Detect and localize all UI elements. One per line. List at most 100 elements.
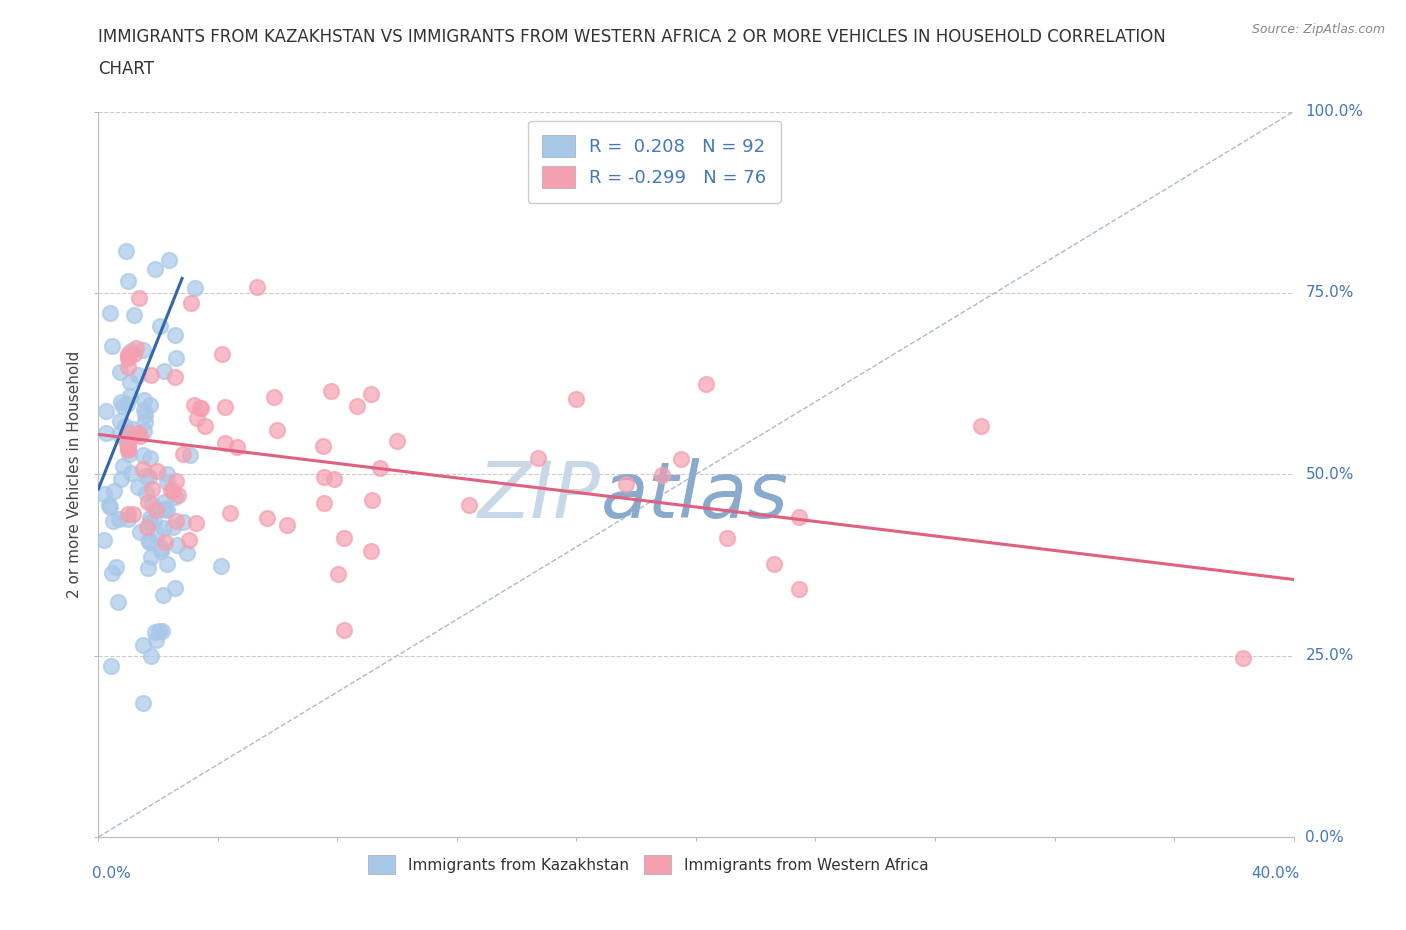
Text: 75.0%: 75.0% bbox=[1306, 286, 1354, 300]
Point bbox=[117, 435, 139, 450]
Point bbox=[134, 423, 156, 438]
Point bbox=[180, 296, 202, 311]
Point bbox=[190, 401, 212, 416]
Point bbox=[101, 339, 124, 353]
Point bbox=[153, 495, 176, 510]
Point bbox=[176, 545, 198, 560]
Point bbox=[149, 543, 172, 558]
Text: 40.0%: 40.0% bbox=[1251, 866, 1299, 881]
Point bbox=[112, 399, 135, 414]
Point bbox=[184, 515, 207, 530]
Point bbox=[138, 535, 160, 550]
Point bbox=[127, 426, 149, 441]
Point bbox=[155, 535, 177, 550]
Point bbox=[131, 343, 153, 358]
Point bbox=[157, 253, 180, 268]
Point bbox=[100, 659, 122, 674]
Point bbox=[135, 468, 157, 483]
Point bbox=[214, 435, 236, 450]
Point bbox=[128, 291, 150, 306]
Point bbox=[787, 510, 810, 525]
Point bbox=[117, 351, 139, 365]
Point bbox=[333, 622, 356, 637]
Point bbox=[787, 581, 810, 596]
Text: Source: ZipAtlas.com: Source: ZipAtlas.com bbox=[1251, 23, 1385, 36]
Point bbox=[385, 433, 408, 448]
Point bbox=[614, 477, 637, 492]
Point bbox=[135, 486, 157, 501]
Point bbox=[139, 450, 162, 465]
Point bbox=[458, 498, 481, 512]
Point bbox=[96, 426, 118, 441]
Point bbox=[138, 470, 160, 485]
Point bbox=[107, 595, 129, 610]
Point bbox=[108, 512, 131, 526]
Point bbox=[117, 396, 139, 411]
Point bbox=[103, 483, 125, 498]
Point bbox=[134, 407, 156, 422]
Point bbox=[96, 404, 118, 418]
Point bbox=[98, 499, 121, 514]
Text: ZIP: ZIP bbox=[478, 458, 600, 534]
Point bbox=[139, 515, 162, 530]
Point bbox=[165, 580, 187, 595]
Point bbox=[118, 446, 141, 461]
Point bbox=[132, 403, 155, 418]
Point bbox=[162, 483, 184, 498]
Point bbox=[152, 587, 174, 602]
Point bbox=[143, 625, 166, 640]
Text: atlas: atlas bbox=[600, 458, 789, 534]
Point bbox=[970, 418, 993, 433]
Point bbox=[179, 532, 201, 547]
Point bbox=[143, 261, 166, 276]
Point bbox=[115, 433, 138, 448]
Point bbox=[141, 482, 163, 497]
Point bbox=[156, 503, 179, 518]
Point bbox=[131, 462, 153, 477]
Point bbox=[360, 543, 382, 558]
Point bbox=[117, 507, 139, 522]
Point bbox=[156, 474, 179, 489]
Point bbox=[150, 541, 173, 556]
Point bbox=[246, 279, 269, 294]
Point bbox=[145, 502, 167, 517]
Point bbox=[312, 438, 335, 453]
Point bbox=[117, 440, 139, 455]
Point bbox=[125, 340, 148, 355]
Point bbox=[118, 388, 141, 403]
Point bbox=[136, 520, 159, 535]
Point bbox=[117, 359, 139, 374]
Point bbox=[156, 556, 179, 571]
Point bbox=[122, 347, 145, 362]
Point bbox=[159, 483, 181, 498]
Point bbox=[134, 392, 156, 407]
Point bbox=[120, 466, 142, 481]
Point bbox=[716, 531, 738, 546]
Point bbox=[166, 487, 188, 502]
Point bbox=[122, 506, 145, 521]
Point bbox=[565, 392, 588, 406]
Point bbox=[134, 415, 156, 430]
Point bbox=[312, 495, 335, 510]
Point bbox=[669, 451, 692, 466]
Point bbox=[346, 398, 368, 413]
Point bbox=[194, 419, 217, 434]
Text: 0.0%: 0.0% bbox=[1306, 830, 1344, 844]
Text: CHART: CHART bbox=[98, 60, 155, 78]
Point bbox=[361, 492, 384, 507]
Point bbox=[763, 556, 786, 571]
Point bbox=[117, 425, 139, 440]
Point bbox=[190, 400, 212, 415]
Point bbox=[139, 398, 162, 413]
Point bbox=[124, 308, 146, 323]
Point bbox=[132, 696, 155, 711]
Point bbox=[129, 428, 152, 443]
Point bbox=[132, 637, 155, 652]
Point bbox=[139, 368, 162, 383]
Point bbox=[117, 512, 139, 526]
Point bbox=[117, 438, 139, 453]
Point bbox=[132, 448, 155, 463]
Point bbox=[145, 526, 167, 541]
Point bbox=[172, 446, 194, 461]
Point bbox=[276, 518, 298, 533]
